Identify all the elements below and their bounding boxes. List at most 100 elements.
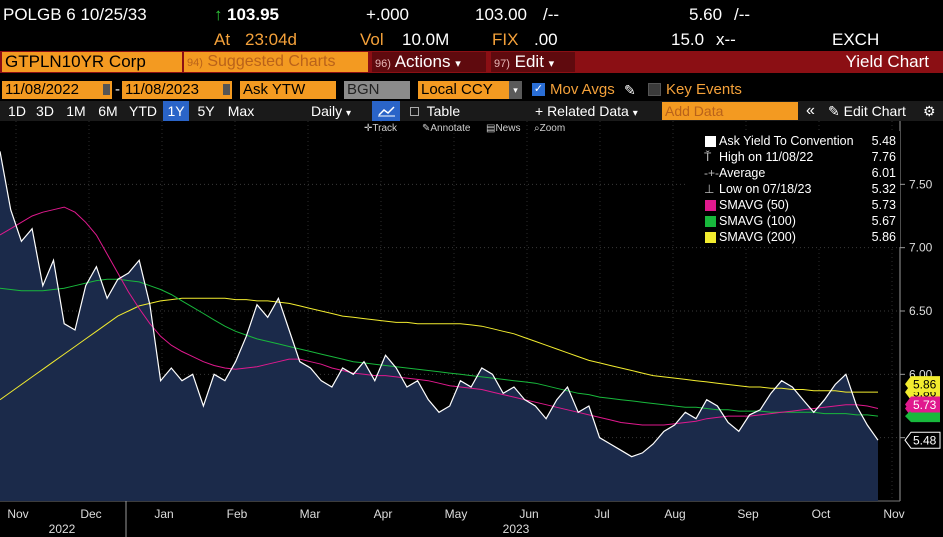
edit-num: 97) — [494, 58, 510, 70]
legend-value: 5.73 — [871, 198, 896, 212]
avg-marker-icon: -+- — [704, 166, 719, 180]
calendar-icon[interactable] — [223, 84, 230, 95]
period-1y[interactable]: 1Y — [163, 101, 189, 121]
period-1d[interactable]: 1D — [8, 103, 26, 119]
legend-item[interactable]: -+- Average 6.01 — [688, 165, 900, 181]
legend-value: 5.48 — [871, 134, 896, 148]
bid-yield: 5.60 — [689, 5, 723, 24]
news-label: News — [495, 123, 521, 134]
zoom-tool[interactable]: ⌕ Zoom — [534, 123, 566, 134]
period-5y[interactable]: 5Y — [197, 103, 215, 119]
page-title: Yield Chart — [845, 52, 929, 71]
yield-area — [0, 151, 878, 501]
low-marker-icon: ⊥ — [704, 182, 715, 196]
table-label: Table — [426, 103, 461, 119]
period-max[interactable]: Max — [227, 103, 255, 119]
annotate-tool[interactable]: ✎ Annotate — [422, 123, 471, 134]
last-value-tag — [904, 431, 941, 449]
size: 15.0 — [671, 30, 705, 49]
series-line-smavg-50-[interactable] — [0, 206, 879, 426]
chevron-down-icon: ▾ — [632, 108, 638, 119]
table-button[interactable]: Table — [404, 101, 480, 121]
size-sep: x-- — [716, 30, 736, 49]
series-line-ask-yield-to-convention[interactable] — [0, 151, 879, 458]
chevron-down-icon: ▾ — [346, 108, 352, 119]
legend-item[interactable]: ⊥ Low on 07/18/23 5.32 — [688, 181, 900, 197]
edit-label: Edit — [514, 52, 544, 71]
command-bar: GTPLN10YR Corp 94) Suggested Charts 96) … — [0, 51, 943, 73]
calendar-icon[interactable] — [103, 84, 110, 95]
period-1m[interactable]: 1M — [66, 103, 86, 119]
start-date: 11/08/2022 — [5, 81, 79, 98]
actions-label: Actions — [394, 52, 451, 71]
last-value-tag — [905, 396, 940, 413]
chart-parameters: 11/08/2022 - 11/08/2023 Ask YTW BGN Loca… — [0, 81, 943, 101]
y-tick-label: 6.50 — [909, 304, 933, 318]
field-selector[interactable]: Ask YTW — [240, 81, 336, 99]
suggested-label: Suggested Charts — [207, 53, 336, 70]
legend-item[interactable]: SMAVG (100) 5.67 — [688, 213, 900, 229]
x-tick-label: Oct — [812, 507, 831, 521]
quote-line-2: At 23:04d Vol 10.0M FIX .00 15.0 x-- EXC… — [0, 30, 943, 50]
edit-chart-button[interactable]: ✎ Edit Chart — [828, 101, 918, 121]
legend-swatch — [705, 216, 716, 227]
fix-value: .00 — [534, 30, 558, 49]
news-tool[interactable]: ▤ News — [486, 123, 521, 134]
collapse-icon[interactable]: « — [806, 102, 815, 119]
legend-value: 5.86 — [871, 230, 896, 244]
frequency-dropdown[interactable]: Daily ▾ — [305, 101, 367, 121]
add-data-input[interactable]: Add Data — [662, 102, 798, 120]
bid-price: 103.00 — [475, 5, 527, 24]
at-label: At — [214, 30, 231, 49]
x-tick-label: Sep — [737, 507, 759, 521]
mov-avgs-checkbox[interactable]: ✓ — [532, 83, 545, 96]
last-price: 103.95 — [227, 5, 279, 24]
currency-dropdown[interactable]: Local CCY ▾ — [418, 81, 522, 99]
annotate-label: Annotate — [430, 123, 471, 134]
date-dash: - — [115, 81, 120, 98]
suggested-charts-button[interactable]: 94) Suggested Charts — [184, 52, 368, 72]
track-tool[interactable]: ✛ Track — [364, 123, 398, 134]
legend-item[interactable]: SMAVG (200) 5.86 — [688, 229, 900, 245]
period-3d[interactable]: 3D — [36, 103, 54, 119]
legend-item[interactable]: Ť High on 11/08/22 7.76 — [688, 149, 900, 165]
mov-avgs-label[interactable]: Mov Avgs — [550, 81, 615, 98]
legend-item[interactable]: Ask Yield To Convention 5.48 — [688, 133, 900, 149]
period-ytd[interactable]: YTD — [129, 103, 157, 119]
currency-label: Local CCY — [421, 81, 493, 98]
last-value-tag — [905, 376, 940, 393]
x-tick-label: Nov — [7, 507, 28, 521]
ticker: POLGB 6 10/25/33 — [3, 5, 147, 24]
edit-chart-label: Edit Chart — [843, 103, 906, 119]
legend-item[interactable]: SMAVG (50) 5.73 — [688, 197, 900, 213]
source-field[interactable]: BGN — [344, 81, 410, 99]
legend-value: 7.76 — [871, 150, 896, 164]
year-label: 2022 — [49, 522, 76, 536]
x-tick-label: Dec — [80, 507, 101, 521]
key-events-label[interactable]: Key Events — [666, 81, 742, 98]
x-tick-label: Aug — [664, 507, 685, 521]
chevron-down-icon: ▾ — [509, 81, 522, 99]
gear-icon[interactable]: ⚙ — [923, 103, 936, 119]
series-line-smavg-200-[interactable] — [0, 297, 878, 401]
net-change: +.000 — [366, 5, 410, 24]
legend-label: SMAVG (100) — [719, 214, 796, 228]
period-6m[interactable]: 6M — [98, 103, 118, 119]
ask-price: /-- — [543, 5, 560, 24]
related-data-button[interactable]: + Related Data ▾ — [535, 101, 659, 121]
end-date-field[interactable]: 11/08/2023 — [122, 81, 232, 99]
key-events-checkbox[interactable] — [648, 83, 661, 96]
actions-button[interactable]: 96) Actions ▾ — [372, 52, 486, 72]
suggested-num: 94) — [187, 57, 203, 69]
up-arrow-icon: ↑ — [214, 5, 223, 24]
start-date-field[interactable]: 11/08/2022 — [2, 81, 112, 99]
security-field[interactable]: GTPLN10YR Corp — [2, 52, 182, 72]
series-line-smavg-100-[interactable] — [0, 278, 879, 417]
edit-button[interactable]: 97) Edit ▾ — [491, 52, 575, 72]
legend-label: SMAVG (200) — [719, 230, 796, 244]
pencil-icon[interactable]: ✎ — [624, 82, 636, 98]
x-tick-label: Nov — [883, 507, 904, 521]
chart-toolbar: 1D 3D 1M 6M YTD 1Y 5Y Max Daily ▾ Table + Relat… — [0, 101, 943, 121]
legend-label: Ask Yield To Convention — [719, 134, 854, 148]
line-chart-icon[interactable] — [372, 101, 400, 121]
